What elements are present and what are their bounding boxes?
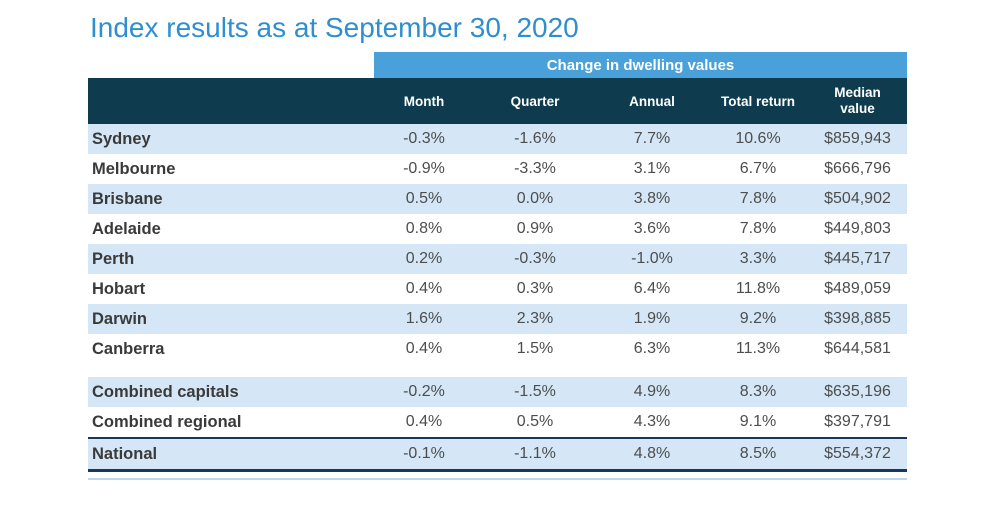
cell-month: -0.1% — [403, 445, 445, 462]
cell-annual: 6.3% — [633, 340, 671, 357]
cell-quarter: -1.1% — [514, 445, 556, 462]
row-label: Hobart — [92, 279, 146, 298]
column-header-total-return: Total return — [721, 93, 795, 109]
cell-total-return: 9.1% — [739, 413, 777, 430]
row-label: Perth — [92, 249, 135, 268]
cell-median-value: $449,803 — [824, 220, 891, 237]
cell-median-value: $398,885 — [824, 310, 891, 327]
table-row-canberra: Canberra 0.4% 1.5% 6.3% 11.3% $644,581 — [88, 334, 907, 364]
cell-quarter: 0.5% — [516, 413, 554, 430]
table-row-perth: Perth 0.2% -0.3% -1.0% 3.3% $445,717 — [88, 244, 907, 274]
row-label: National — [92, 444, 158, 463]
cell-quarter: 2.3% — [516, 310, 554, 327]
cell-total-return: 8.3% — [739, 383, 777, 400]
cell-month: 0.8% — [405, 220, 443, 237]
cell-total-return: 6.7% — [739, 160, 777, 177]
table-row-melbourne: Melbourne -0.9% -3.3% 3.1% 6.7% $666,796 — [88, 154, 907, 184]
cell-month: 0.2% — [405, 250, 443, 267]
cell-month: 0.4% — [405, 340, 443, 357]
table-row-national: National -0.1% -1.1% 4.8% 8.5% $554,372 — [88, 437, 907, 472]
cell-quarter: -3.3% — [514, 160, 556, 177]
column-header-quarter: Quarter — [510, 93, 560, 109]
cell-annual: 3.1% — [633, 160, 671, 177]
cell-total-return: 10.6% — [735, 130, 781, 147]
dwelling-values-table: Change in dwelling values Month Quarter … — [88, 52, 907, 480]
cell-annual: 3.8% — [633, 190, 671, 207]
table-row-combined-capitals: Combined capitals -0.2% -1.5% 4.9% 8.3% … — [88, 377, 907, 407]
cell-total-return: 7.8% — [739, 190, 777, 207]
cell-month: 0.4% — [405, 280, 443, 297]
cell-quarter: -1.5% — [514, 383, 556, 400]
cell-quarter: -1.6% — [514, 130, 556, 147]
cell-median-value: $635,196 — [824, 383, 891, 400]
row-label: Combined capitals — [92, 382, 239, 401]
table-row-hobart: Hobart 0.4% 0.3% 6.4% 11.8% $489,059 — [88, 274, 907, 304]
cell-month: 0.5% — [405, 190, 443, 207]
group-header-spacer — [88, 52, 374, 78]
cell-annual: 4.9% — [633, 383, 671, 400]
cell-annual: -1.0% — [631, 250, 673, 267]
cell-quarter: 0.9% — [516, 220, 554, 237]
bottom-rule — [88, 478, 907, 480]
cell-median-value: $859,943 — [824, 130, 891, 147]
cell-total-return: 7.8% — [739, 220, 777, 237]
cell-month: -0.2% — [403, 383, 445, 400]
row-label: Adelaide — [92, 219, 161, 238]
cell-median-value: $445,717 — [824, 250, 891, 267]
row-label: Melbourne — [92, 159, 176, 178]
cell-median-value: $397,791 — [824, 413, 891, 430]
row-label: Canberra — [92, 339, 165, 358]
cell-total-return: 11.8% — [735, 280, 781, 297]
column-header-annual: Annual — [629, 93, 675, 109]
cell-quarter: 1.5% — [516, 340, 554, 357]
table-row-combined-regional: Combined regional 0.4% 0.5% 4.3% 9.1% $3… — [88, 407, 907, 437]
cell-month: 0.4% — [405, 413, 443, 430]
cell-annual: 4.3% — [633, 413, 671, 430]
group-header: Change in dwelling values — [374, 52, 907, 78]
cell-total-return: 8.5% — [739, 445, 777, 462]
column-header-row: Month Quarter Annual Total return Median… — [88, 78, 907, 124]
group-header-row: Change in dwelling values — [88, 52, 907, 78]
column-header-median-value: Median value — [834, 84, 881, 116]
table-row-sydney: Sydney -0.3% -1.6% 7.7% 10.6% $859,943 — [88, 124, 907, 154]
cell-median-value: $554,372 — [824, 445, 891, 462]
cell-annual: 7.7% — [633, 130, 671, 147]
cell-median-value: $489,059 — [824, 280, 891, 297]
cell-month: 1.6% — [405, 310, 443, 327]
row-label: Darwin — [92, 309, 148, 328]
cell-quarter: 0.3% — [516, 280, 554, 297]
cell-month: -0.9% — [403, 160, 445, 177]
column-header-month: Month — [403, 93, 445, 109]
cell-quarter: -0.3% — [514, 250, 556, 267]
cell-total-return: 9.2% — [739, 310, 777, 327]
cell-quarter: 0.0% — [516, 190, 554, 207]
cell-annual: 6.4% — [633, 280, 671, 297]
row-label: Combined regional — [92, 412, 242, 431]
cell-annual: 1.9% — [633, 310, 671, 327]
cell-month: -0.3% — [403, 130, 445, 147]
row-label: Sydney — [92, 129, 151, 148]
table-row-brisbane: Brisbane 0.5% 0.0% 3.8% 7.8% $504,902 — [88, 184, 907, 214]
table-row-adelaide: Adelaide 0.8% 0.9% 3.6% 7.8% $449,803 — [88, 214, 907, 244]
row-label: Brisbane — [92, 189, 163, 208]
page-title: Index results as at September 30, 2020 — [90, 12, 579, 43]
cell-total-return: 11.3% — [735, 340, 781, 357]
cell-annual: 4.8% — [633, 445, 671, 462]
table-row-darwin: Darwin 1.6% 2.3% 1.9% 9.2% $398,885 — [88, 304, 907, 334]
cell-median-value: $644,581 — [824, 340, 891, 357]
cell-median-value: $504,902 — [824, 190, 891, 207]
cell-median-value: $666,796 — [824, 160, 891, 177]
cell-annual: 3.6% — [633, 220, 671, 237]
section-gap — [88, 364, 907, 377]
cell-total-return: 3.3% — [739, 250, 777, 267]
